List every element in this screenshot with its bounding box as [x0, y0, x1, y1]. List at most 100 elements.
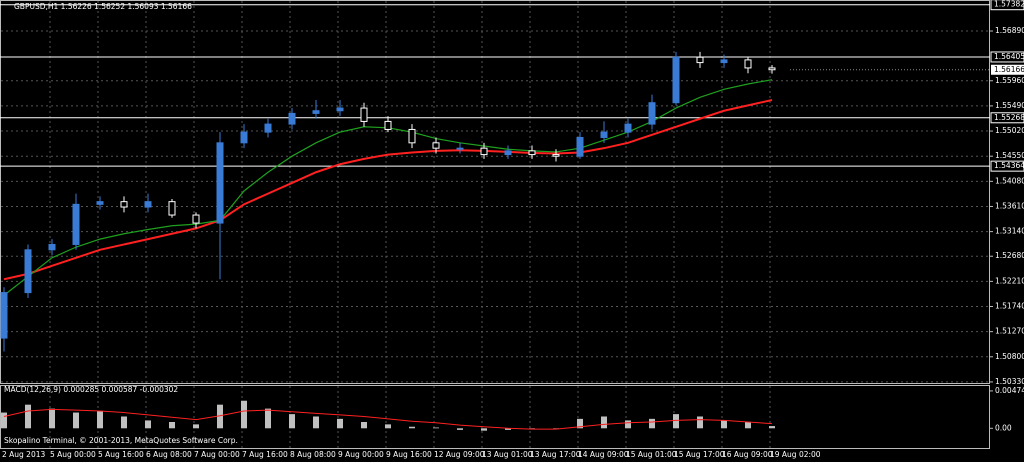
macd-bar	[361, 422, 367, 429]
h-line-label: 1.55268	[994, 113, 1024, 122]
macd-bar	[697, 416, 703, 429]
macd-bar	[409, 426, 415, 429]
candle-body	[456, 147, 464, 150]
h-line-label-box	[990, 112, 1024, 124]
x-tick-label: 7 Aug 00:00	[194, 450, 240, 459]
candle-body	[672, 56, 680, 104]
main-frame	[0, 0, 990, 384]
y-tick-label: 1.54080	[995, 176, 1024, 185]
h-line-label: 1.56405	[994, 52, 1024, 61]
chart-title: GBPUSD,H1 1.56226 1.56252 1.56093 1.5616…	[14, 2, 192, 11]
candle-body	[624, 123, 632, 133]
macd-bar	[577, 418, 583, 429]
y-tick-label: 1.52680	[995, 251, 1024, 260]
y-tick-label: 1.54550	[995, 151, 1024, 160]
y-tick-label: 1.55960	[995, 76, 1024, 85]
candle-body	[528, 150, 536, 156]
macd-title: MACD(12,26,9) 0.000285 0.000587 -0.00030…	[4, 385, 178, 394]
macd-bar	[193, 424, 199, 429]
macd-bar	[49, 408, 55, 429]
x-tick-label: 5 Aug 16:00	[98, 450, 144, 459]
h-line-label: 1.57382	[994, 0, 1024, 9]
x-tick-label: 2 Aug 2013	[2, 450, 45, 459]
macd-bar	[721, 420, 727, 429]
candle-body	[216, 142, 224, 224]
macd-tick-label: 0.004744	[995, 386, 1024, 395]
candle-body	[24, 249, 32, 294]
y-tick-label: 1.55490	[995, 101, 1024, 110]
h-line-label-box	[990, 0, 1024, 11]
x-tick-label: 12 Aug 09:00	[434, 450, 485, 459]
macd-bar	[217, 404, 223, 429]
candle-body	[0, 292, 8, 339]
candle-body	[432, 142, 440, 149]
candle-body	[48, 243, 56, 251]
macd-bar	[769, 426, 775, 429]
x-tick-label: 5 Aug 00:00	[50, 450, 96, 459]
h-line-label-box	[990, 51, 1024, 63]
candle-body	[648, 102, 656, 125]
macd-bar	[505, 428, 511, 430]
macd-bar	[121, 416, 127, 429]
macd-bar	[433, 427, 439, 429]
macd-bar	[265, 408, 271, 429]
macd-bar	[313, 416, 319, 429]
candle-body	[240, 131, 248, 144]
y-tick-label: 1.51270	[995, 327, 1024, 336]
h-line-label: 1.54364	[994, 161, 1024, 170]
x-tick-label: 8 Aug 08:00	[290, 450, 336, 459]
x-tick-label: 9 Aug 00:00	[338, 450, 384, 459]
x-tick-label: 15 Aug 01:00	[626, 450, 677, 459]
y-tick-label: 1.55020	[995, 126, 1024, 135]
macd-bar	[649, 418, 655, 429]
candle-body	[576, 136, 584, 157]
macd-bar	[73, 412, 79, 429]
y-tick-label: 1.50330	[995, 377, 1024, 386]
macd-frame	[0, 385, 990, 449]
candle-body	[168, 201, 176, 216]
candle-body	[360, 107, 368, 122]
x-tick-label: 19 Aug 02:00	[770, 450, 821, 459]
candle-body	[504, 150, 512, 156]
y-tick-label: 1.52210	[995, 276, 1024, 285]
candle-body	[552, 154, 560, 157]
macd-bar	[145, 420, 151, 429]
candle-body	[720, 59, 728, 64]
macd-bar	[337, 418, 343, 429]
macd-bar	[481, 428, 487, 431]
macd-tick-label: 0.00	[995, 423, 1012, 432]
candle-body	[264, 123, 272, 133]
macd-bar	[553, 428, 559, 429]
x-tick-label: 9 Aug 16:00	[386, 450, 432, 459]
candle-body	[768, 67, 776, 71]
x-tick-label: 14 Aug 09:00	[578, 450, 629, 459]
macd-bar	[385, 424, 391, 429]
macd-bar	[601, 416, 607, 429]
macd-bar	[673, 414, 679, 429]
macd-bar	[25, 404, 31, 429]
candle-body	[72, 203, 80, 245]
y-tick-label: 1.53140	[995, 227, 1024, 236]
macd-bar	[457, 428, 463, 430]
x-tick-label: 15 Aug 17:00	[674, 450, 725, 459]
moving-average	[3, 99, 773, 281]
candle-body	[312, 110, 320, 114]
candle-body	[384, 120, 392, 130]
x-tick-label: 7 Aug 16:00	[242, 450, 288, 459]
bid-label-box	[991, 64, 1024, 75]
macd-bar	[97, 410, 103, 429]
candle-body	[120, 201, 128, 208]
candle-body	[336, 107, 344, 112]
candle-body	[288, 112, 296, 125]
bid-label: 1.56166	[994, 65, 1024, 74]
candle-body	[744, 59, 752, 69]
macd-bar	[169, 422, 175, 429]
candle-body	[600, 131, 608, 138]
y-tick-label: 1.51740	[995, 302, 1024, 311]
candle-body	[408, 128, 416, 144]
candle-body	[96, 201, 104, 205]
x-tick-label: 6 Aug 08:00	[146, 450, 192, 459]
macd-bar	[745, 422, 751, 429]
y-tick-label: 1.53610	[995, 201, 1024, 210]
x-tick-label: 16 Aug 09:00	[722, 450, 773, 459]
